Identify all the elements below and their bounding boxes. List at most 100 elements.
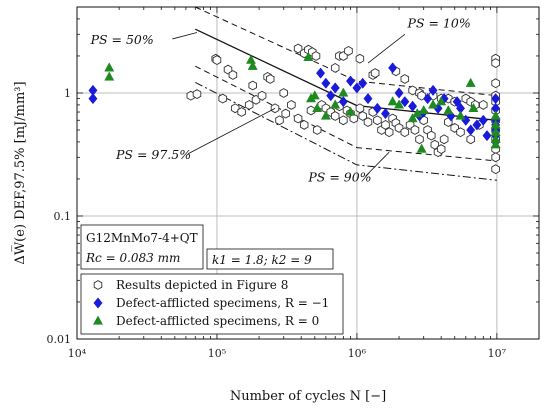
data-point-hexagon [491, 58, 500, 69]
data-point-hexagon [330, 111, 340, 121]
curve-dashed [195, 65, 497, 162]
data-point-diamond [316, 67, 326, 79]
legend-label: Defect-afflicted specimens, R = 0 [116, 314, 319, 328]
data-point-triangle [455, 110, 466, 120]
data-point-triangle [104, 71, 115, 81]
data-point-diamond [321, 77, 331, 89]
data-point-triangle [490, 110, 501, 120]
y-axis-title: ΔW̅(e) DEF,97.5% [mJ/mm³] [12, 81, 28, 264]
data-point-hexagon [410, 125, 420, 135]
data-point-triangle [303, 51, 314, 61]
data-point-hexagon [279, 88, 288, 98]
data-point-triangle [245, 54, 256, 64]
data-point-hexagon [381, 119, 390, 130]
data-point-triangle [394, 99, 405, 109]
data-point-triangle [407, 112, 418, 123]
data-point-diamond [478, 114, 488, 126]
x-axis-title: Number of cycles N [−] [230, 389, 386, 404]
data-point-hexagon [370, 68, 380, 79]
data-point-triangle [418, 105, 429, 115]
data-point-hexagon [491, 78, 500, 89]
legend-label: Defect-afflicted specimens, R = −1 [116, 296, 329, 310]
data-point-diamond [400, 96, 410, 108]
data-point-diamond [394, 87, 404, 99]
data-point-triangle [416, 143, 427, 153]
data-point-hexagon [400, 74, 410, 84]
annotation-leader [365, 151, 390, 177]
data-point-hexagon [257, 90, 267, 101]
data-point-triangle [428, 99, 439, 109]
annotations: PS = 50% PS = 10% PS = 97.5% PS = 90% [90, 16, 471, 185]
axis-ticks: 10⁴ 10⁵ 10⁶ 10⁷ 0.01 0.1 1 [47, 6, 540, 360]
data-point-diamond [472, 119, 482, 131]
data-point-diamond [338, 96, 348, 108]
data-point-triangle [104, 62, 115, 72]
data-point-triangle [338, 87, 349, 97]
data-point-triangle [436, 96, 447, 106]
data-point-hexagon [430, 139, 440, 150]
annotation-leader [172, 32, 198, 40]
data-point-hexagon [287, 99, 296, 110]
series-hexagon [186, 43, 500, 175]
y-tick-label: 0.1 [54, 210, 72, 223]
data-point-hexagon [358, 111, 367, 121]
data-point-hexagon [330, 62, 340, 73]
data-point-hexagon [384, 127, 394, 138]
data-point-hexagon [439, 134, 449, 145]
data-point-triangle [490, 139, 501, 149]
data-point-diamond [363, 93, 373, 105]
data-point-hexagon [237, 107, 246, 117]
data-point-hexagon [456, 127, 465, 138]
y-tick-label: 0.01 [47, 333, 72, 346]
data-point-triangle [465, 77, 476, 87]
data-point-hexagon [312, 125, 322, 135]
data-point-triangle [387, 96, 398, 106]
data-point-hexagon [299, 119, 309, 130]
data-point-hexagon [427, 130, 436, 141]
data-points [88, 43, 501, 175]
curve-dashed [195, 6, 497, 97]
data-point-diamond [372, 102, 382, 114]
annotation-label: PS = 97.5% [115, 147, 191, 162]
data-point-diamond [345, 75, 356, 87]
data-point-diamond [380, 107, 391, 120]
data-point-diamond [466, 124, 476, 136]
data-point-hexagon [223, 64, 233, 75]
data-point-diamond [388, 62, 398, 74]
material-box [80, 224, 204, 270]
x-tick-label: 10⁵ [208, 347, 226, 360]
data-point-diamond [330, 82, 340, 94]
data-point-triangle [468, 102, 479, 112]
data-point-hexagon [363, 117, 373, 128]
plot-border [76, 6, 540, 340]
data-point-hexagon [415, 134, 424, 145]
data-point-hexagon [293, 113, 303, 124]
data-point-hexagon [293, 43, 303, 54]
x-tick-label: 10⁶ [348, 347, 367, 360]
data-point-hexagon [349, 113, 359, 124]
data-point-diamond [423, 93, 433, 105]
data-point-hexagon [212, 55, 222, 66]
data-point-hexagon [491, 152, 500, 163]
data-point-hexagon [339, 115, 348, 126]
data-point-diamond [428, 84, 438, 96]
data-point-hexagon [311, 51, 321, 61]
data-point-hexagon [230, 103, 240, 114]
data-point-diamond [358, 77, 368, 89]
data-point-diamond [88, 93, 98, 105]
data-point-hexagon [466, 134, 475, 145]
data-point-hexagon [479, 99, 488, 110]
legend-marker-hexagon [93, 280, 103, 290]
annotation-leader [367, 33, 406, 64]
data-point-triangle [247, 60, 258, 70]
data-point-hexagon [218, 93, 228, 104]
annotation-leader [187, 107, 276, 155]
data-point-hexagon [281, 108, 290, 119]
data-point-diamond [352, 82, 362, 94]
legend: Results depicted in Figure 8 Defect-affli… [80, 273, 344, 335]
data-point-hexagon [408, 85, 417, 96]
annotation-label: PS = 90% [307, 170, 371, 185]
legend-box [80, 273, 344, 335]
x-tick-label: 10⁷ [488, 347, 507, 360]
